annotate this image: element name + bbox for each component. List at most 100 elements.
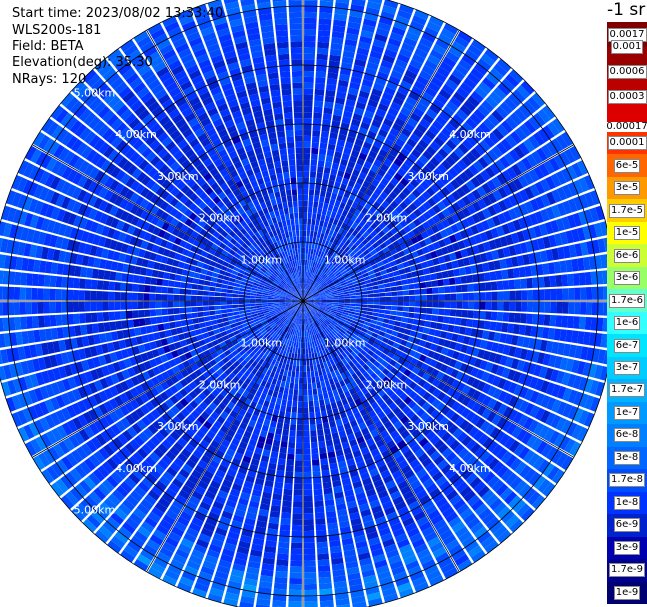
beta-gate-cell xyxy=(293,489,303,496)
beta-gate-cell xyxy=(303,242,306,248)
beta-gate-cell xyxy=(332,218,339,226)
beta-gate-cell xyxy=(405,272,413,279)
beta-gate-cell xyxy=(325,439,334,447)
beta-gate-cell xyxy=(322,283,328,289)
beta-gate-cell xyxy=(403,37,418,48)
beta-gate-cell xyxy=(354,239,362,247)
beta-gate-cell xyxy=(220,297,227,301)
beta-gate-cell xyxy=(450,301,457,309)
beta-gate-cell xyxy=(319,399,325,406)
beta-gate-cell xyxy=(306,291,310,297)
beta-gate-cell xyxy=(426,287,433,294)
beta-gate-cell xyxy=(495,105,509,119)
beta-gate-cell xyxy=(529,184,540,197)
beta-gate-cell xyxy=(179,288,186,295)
beta-gate-cell xyxy=(450,179,461,190)
beta-gate-cell xyxy=(350,298,357,301)
beta-gate-cell xyxy=(470,67,484,81)
beta-gate-cell xyxy=(390,248,398,256)
beta-gate-cell xyxy=(311,289,317,294)
beta-gate-cell xyxy=(363,110,375,119)
beta-gate-cell xyxy=(453,268,461,277)
beta-gate-cell xyxy=(429,141,441,152)
beta-gate-cell xyxy=(325,261,331,268)
beta-gate-cell xyxy=(250,306,257,310)
beta-gate-cell xyxy=(428,172,439,182)
beta-gate-cell xyxy=(114,311,121,320)
beta-gate-cell xyxy=(215,282,223,288)
beta-gate-cell xyxy=(32,273,39,286)
beta-gate-cell xyxy=(330,126,340,134)
beta-gate-cell xyxy=(449,151,461,163)
beta-gate-cell xyxy=(335,246,341,254)
beta-gate-cell xyxy=(303,283,305,290)
beta-gate-cell xyxy=(191,312,198,319)
beta-gate-cell xyxy=(320,281,326,287)
beta-gate-cell xyxy=(307,377,312,384)
beta-gate-cell xyxy=(430,321,437,329)
beta-gate-cell xyxy=(304,17,317,24)
beta-gate-cell xyxy=(309,189,315,196)
beta-gate-cell xyxy=(311,218,316,226)
beta-gate-cell xyxy=(401,317,408,323)
beta-gate-cell xyxy=(303,489,313,496)
beta-gate-cell xyxy=(466,274,474,284)
beta-gate-cell xyxy=(346,266,353,272)
beta-gate-cell xyxy=(407,153,418,163)
beta-gate-cell xyxy=(220,309,228,314)
beta-gate-cell xyxy=(285,411,291,419)
beta-gate-cell xyxy=(378,148,388,158)
beta-gate-cell xyxy=(157,323,165,332)
beta-gate-cell xyxy=(303,224,307,231)
beta-gate-cell xyxy=(293,389,298,396)
beta-gate-cell xyxy=(377,22,392,32)
beta-gate-cell xyxy=(392,122,403,132)
beta-gate-cell xyxy=(378,265,386,272)
beta-gate-cell xyxy=(305,342,308,349)
beta-gate-cell xyxy=(109,271,117,281)
beta-gate-cell xyxy=(314,500,324,508)
beta-gate-cell xyxy=(374,257,382,264)
beta-gate-cell xyxy=(312,358,317,366)
beta-gate-cell xyxy=(544,289,551,300)
beta-gate-cell xyxy=(304,560,316,567)
beta-gate-cell xyxy=(304,601,318,607)
beta-gate-cell xyxy=(308,272,311,279)
beta-gate-cell xyxy=(441,219,450,229)
beta-gate-cell xyxy=(362,215,370,223)
beta-gate-cell xyxy=(305,271,308,278)
beta-gate-cell xyxy=(326,235,332,242)
beta-gate-cell xyxy=(303,448,311,455)
beta-gate-cell xyxy=(338,303,345,306)
beta-gate-cell xyxy=(349,251,356,258)
beta-gate-cell xyxy=(295,448,303,455)
beta-gate-cell xyxy=(315,177,322,185)
beta-gate-cell xyxy=(373,301,380,305)
beta-gate-cell xyxy=(370,249,377,256)
beta-gate-cell xyxy=(373,234,381,242)
beta-gate-cell xyxy=(427,197,437,207)
beta-gate-cell xyxy=(427,207,437,217)
beta-gate-cell xyxy=(377,317,384,323)
beta-gate-cell xyxy=(384,287,391,292)
beta-gate-cell xyxy=(185,283,193,289)
beta-gate-cell xyxy=(163,322,171,330)
beta-gate-cell xyxy=(303,354,306,360)
beta-gate-cell xyxy=(304,572,317,579)
beta-gate-cell xyxy=(303,153,311,160)
beta-gate-cell xyxy=(543,314,551,326)
beta-gate-cell xyxy=(379,191,388,200)
beta-gate-cell xyxy=(323,487,333,495)
beta-gate-cell xyxy=(347,160,356,169)
beta-gate-cell xyxy=(448,277,456,285)
beta-gate-cell xyxy=(275,571,288,578)
beta-gate-cell xyxy=(472,201,482,212)
beta-gate-cell xyxy=(532,289,539,301)
beta-gate-cell xyxy=(344,224,351,232)
beta-gate-cell xyxy=(433,136,445,147)
beta-gate-cell xyxy=(459,171,470,183)
beta-gate-cell xyxy=(443,236,452,246)
beta-gate-cell xyxy=(311,376,316,384)
beta-gate-cell xyxy=(309,418,316,425)
beta-gate-cell xyxy=(209,315,217,321)
